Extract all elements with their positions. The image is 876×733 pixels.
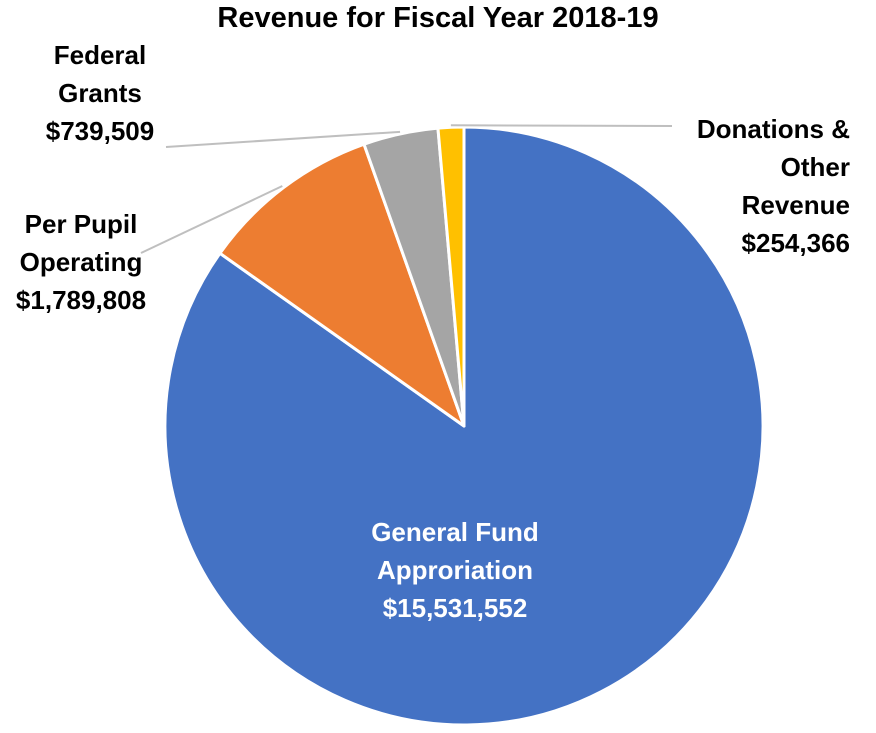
slice-label-federal-grants: Federal Grants $739,509	[15, 36, 185, 150]
slice-label-general-fund-line2: Approriation	[377, 555, 533, 585]
pie-slice-donations	[436, 125, 466, 428]
slice-label-donations-line3: Revenue	[741, 190, 850, 220]
slice-label-donations-line2: Other	[780, 152, 850, 182]
slice-label-federal-grants-line2: Grants	[58, 78, 142, 108]
slice-label-donations: Donations & Other Revenue $254,366	[670, 110, 850, 262]
slice-label-per-pupil: Per Pupil Operating $1,789,808	[0, 205, 162, 319]
slice-label-per-pupil-line1: Per Pupil	[24, 209, 138, 239]
slice-label-federal-grants-line1: Federal	[53, 40, 147, 70]
slice-value-federal-grants: $739,509	[45, 116, 155, 146]
pie-slice-general-fund	[163, 125, 765, 727]
slice-label-donations-line1: Donations &	[696, 114, 850, 144]
chart-title: Revenue for Fiscal Year 2018-19	[217, 2, 659, 34]
leader-line-donations	[450, 124, 673, 127]
slice-label-general-fund-line1: General Fund	[371, 517, 539, 547]
pie-slice-per-pupil	[218, 142, 466, 428]
leader-line-federal-grants	[165, 130, 401, 148]
slice-label-per-pupil-line2: Operating	[19, 247, 143, 277]
leader-lines	[140, 124, 673, 254]
pie-slices	[163, 125, 765, 727]
slice-label-general-fund: General Fund Approriation $15,531,552	[305, 513, 605, 627]
slice-value-donations: $254,366	[741, 228, 850, 258]
slice-value-general-fund: $15,531,552	[382, 593, 528, 623]
slice-value-per-pupil: $1,789,808	[15, 285, 147, 315]
leader-line-per-pupil	[140, 185, 283, 254]
